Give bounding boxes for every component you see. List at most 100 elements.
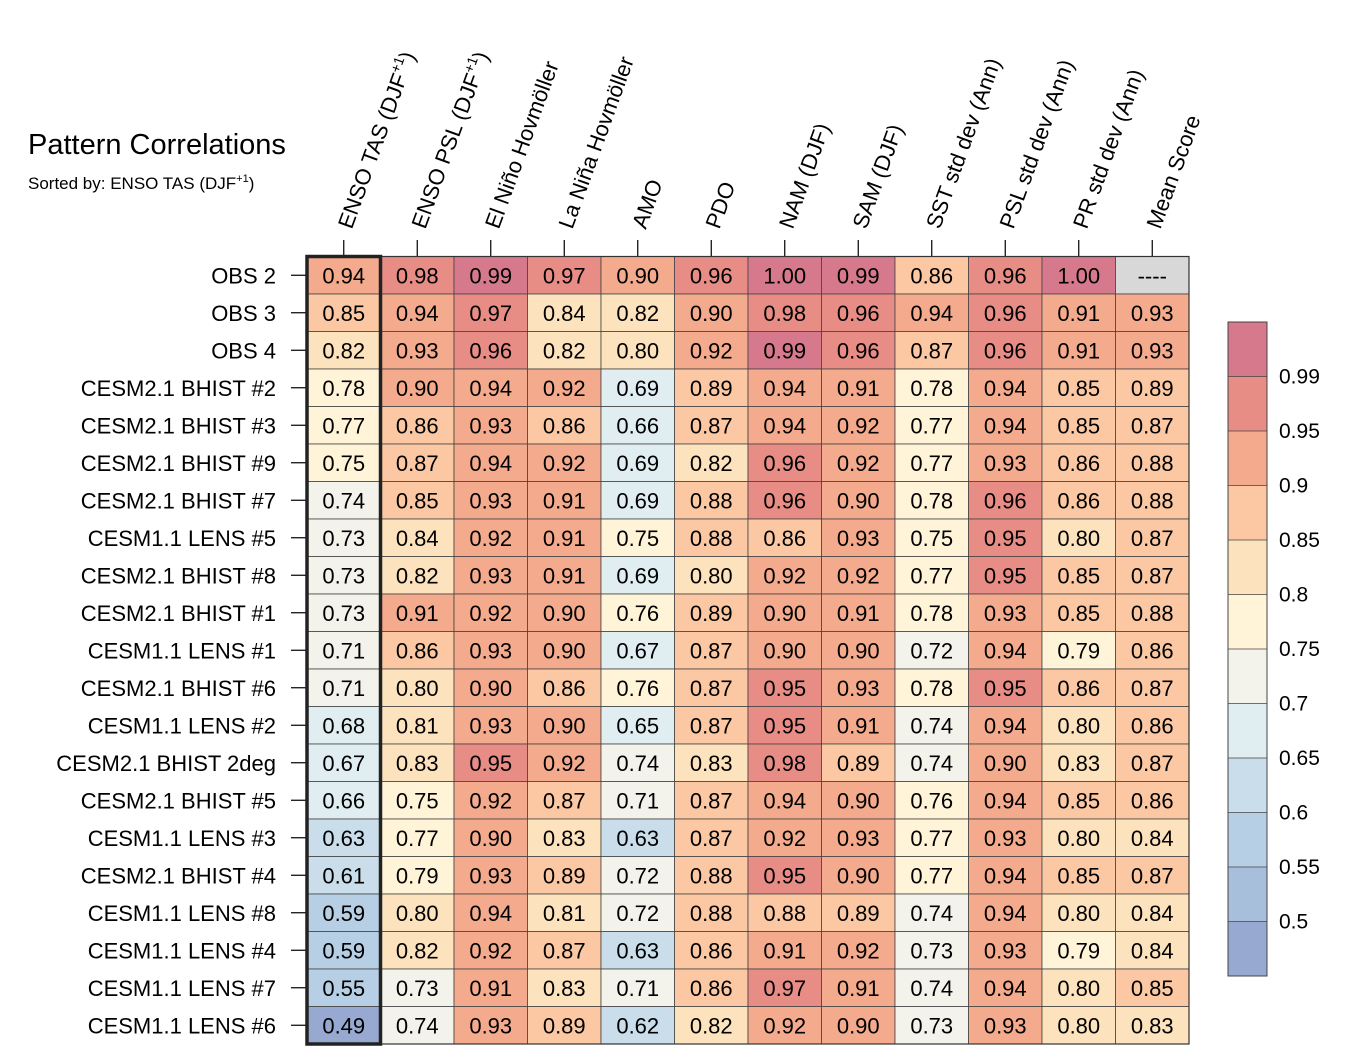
cell-value-label: 0.76 [616, 601, 659, 626]
cell-value-label: 0.81 [396, 713, 439, 738]
heatmap-cell [306, 968, 381, 1007]
cell-value-label: 0.86 [396, 413, 439, 438]
cell-value-label: 0.91 [543, 526, 586, 551]
cell-value-label: 0.86 [910, 263, 953, 288]
heatmap-cell [600, 443, 675, 482]
heatmap-cell [747, 781, 822, 820]
heatmap-cell [600, 706, 675, 745]
cell-value-label: 0.96 [984, 488, 1027, 513]
heatmap-cell [306, 481, 381, 520]
heatmap-cell [306, 893, 381, 932]
cell-value-label: 0.95 [984, 676, 1027, 701]
cell-value-label: 0.86 [763, 526, 806, 551]
cell-value-label: 0.92 [543, 751, 586, 776]
heatmap-cell [453, 706, 528, 745]
colorbar-segment [1228, 485, 1267, 540]
cell-value-label: 0.85 [1131, 976, 1174, 1001]
heatmap-cell [894, 1006, 969, 1045]
heatmap-cell [600, 781, 675, 820]
heatmap-cell [380, 631, 455, 670]
cell-value-label: 0.94 [469, 451, 512, 476]
heatmap-cell [821, 256, 896, 295]
heatmap-cell [747, 1006, 822, 1045]
colorbar-tick-label: 0.9 [1279, 475, 1308, 498]
cell-value-label: 0.89 [690, 601, 733, 626]
heatmap-cell [894, 631, 969, 670]
cell-value-label: 0.76 [616, 676, 659, 701]
heatmap-cell [380, 443, 455, 482]
cell-value-label: 0.77 [910, 451, 953, 476]
cell-value-label: 0.88 [763, 901, 806, 926]
cell-value-label: 0.85 [322, 301, 365, 326]
cell-value-label: 0.87 [1131, 563, 1174, 588]
heatmap-cell [453, 668, 528, 707]
cell-value-label: 0.74 [910, 713, 953, 738]
heatmap-cell [1041, 331, 1116, 370]
heatmap-cell [747, 593, 822, 632]
cell-value-label: 0.80 [396, 676, 439, 701]
cell-value-label: 0.93 [469, 638, 512, 663]
cell-value-label: 0.93 [469, 488, 512, 513]
cell-value-label: 0.93 [469, 413, 512, 438]
cell-value-label: 0.90 [469, 826, 512, 851]
cell-value-label: 0.69 [616, 376, 659, 401]
cell-value-label: 0.88 [690, 901, 733, 926]
heatmap-cell [306, 931, 381, 970]
heatmap-cell [968, 556, 1043, 595]
heatmap-cell [894, 668, 969, 707]
heatmap-cell [600, 256, 675, 295]
cell-value-label: 0.71 [322, 676, 365, 701]
heatmap-cell [1115, 293, 1190, 332]
cell-value-label: 0.83 [543, 826, 586, 851]
cell-value-label: 0.90 [543, 713, 586, 738]
heatmap-cell [894, 743, 969, 782]
heatmap-cell [1115, 443, 1190, 482]
cell-value-label: 0.92 [469, 938, 512, 963]
cell-value-label: 0.87 [1131, 526, 1174, 551]
cell-value-label: 0.87 [396, 451, 439, 476]
cell-value-label: 0.88 [1131, 488, 1174, 513]
heatmap-cell [1115, 706, 1190, 745]
heatmap-cell [747, 631, 822, 670]
cell-value-label: 0.63 [322, 826, 365, 851]
cell-value-label: 0.87 [1131, 751, 1174, 776]
cell-value-label: 0.93 [396, 338, 439, 363]
heatmap-cell [527, 818, 602, 857]
heatmap-cell [453, 856, 528, 895]
cell-value-label: 0.88 [690, 488, 733, 513]
cell-value-label: 0.92 [469, 788, 512, 813]
cell-value-label: 0.92 [469, 526, 512, 551]
cell-value-label: 0.59 [322, 901, 365, 926]
cell-value-label: 0.96 [469, 338, 512, 363]
cell-value-label: 0.91 [837, 976, 880, 1001]
cell-value-label: 0.92 [837, 413, 880, 438]
cell-value-label: 0.87 [690, 788, 733, 813]
heatmap-cell [306, 743, 381, 782]
cell-value-label: 0.76 [910, 788, 953, 813]
cell-value-label: 0.83 [690, 751, 733, 776]
cell-value-label: 0.87 [690, 413, 733, 438]
cell-value-label: 0.95 [763, 863, 806, 888]
heatmap-cell [674, 931, 749, 970]
heatmap-cell [674, 781, 749, 820]
heatmap-cell [1041, 706, 1116, 745]
cell-value-label: 0.95 [469, 751, 512, 776]
cell-value-label: 0.90 [837, 638, 880, 663]
heatmap-cell [894, 856, 969, 895]
cell-value-label: 0.94 [984, 788, 1027, 813]
cell-value-label: 0.94 [322, 263, 365, 288]
heatmap-cell [674, 331, 749, 370]
heatmap-cell [527, 481, 602, 520]
cell-value-label: 0.84 [1131, 938, 1174, 963]
cell-value-label: 0.87 [543, 788, 586, 813]
heatmap-cell [600, 668, 675, 707]
heatmap-cell [821, 856, 896, 895]
cell-value-label: 0.74 [910, 751, 953, 776]
heatmap-cell [747, 481, 822, 520]
cell-value-label: 0.94 [984, 713, 1027, 738]
cell-value-label: 0.92 [837, 938, 880, 963]
cell-value-label: 0.82 [396, 563, 439, 588]
heatmap-cell [306, 368, 381, 407]
cell-value-label: 0.78 [322, 376, 365, 401]
colorbar-segment [1228, 431, 1267, 486]
